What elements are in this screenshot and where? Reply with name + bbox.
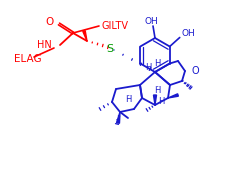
Text: OH: OH xyxy=(143,17,157,26)
Text: H: H xyxy=(153,58,160,68)
Text: Ḧ: Ḧ xyxy=(153,86,160,95)
Polygon shape xyxy=(167,94,178,98)
Text: H: H xyxy=(157,97,163,106)
Text: ELAG: ELAG xyxy=(14,54,42,64)
Text: H: H xyxy=(144,62,151,72)
Polygon shape xyxy=(82,31,87,41)
Text: HN: HN xyxy=(37,40,52,50)
Polygon shape xyxy=(116,112,119,123)
Text: O: O xyxy=(191,66,199,76)
Text: OH: OH xyxy=(181,29,195,38)
Polygon shape xyxy=(153,95,156,105)
Text: O: O xyxy=(46,17,54,27)
Text: GILTV: GILTV xyxy=(101,21,128,31)
Text: Ḧ: Ḧ xyxy=(125,95,131,104)
Text: S: S xyxy=(106,44,113,54)
